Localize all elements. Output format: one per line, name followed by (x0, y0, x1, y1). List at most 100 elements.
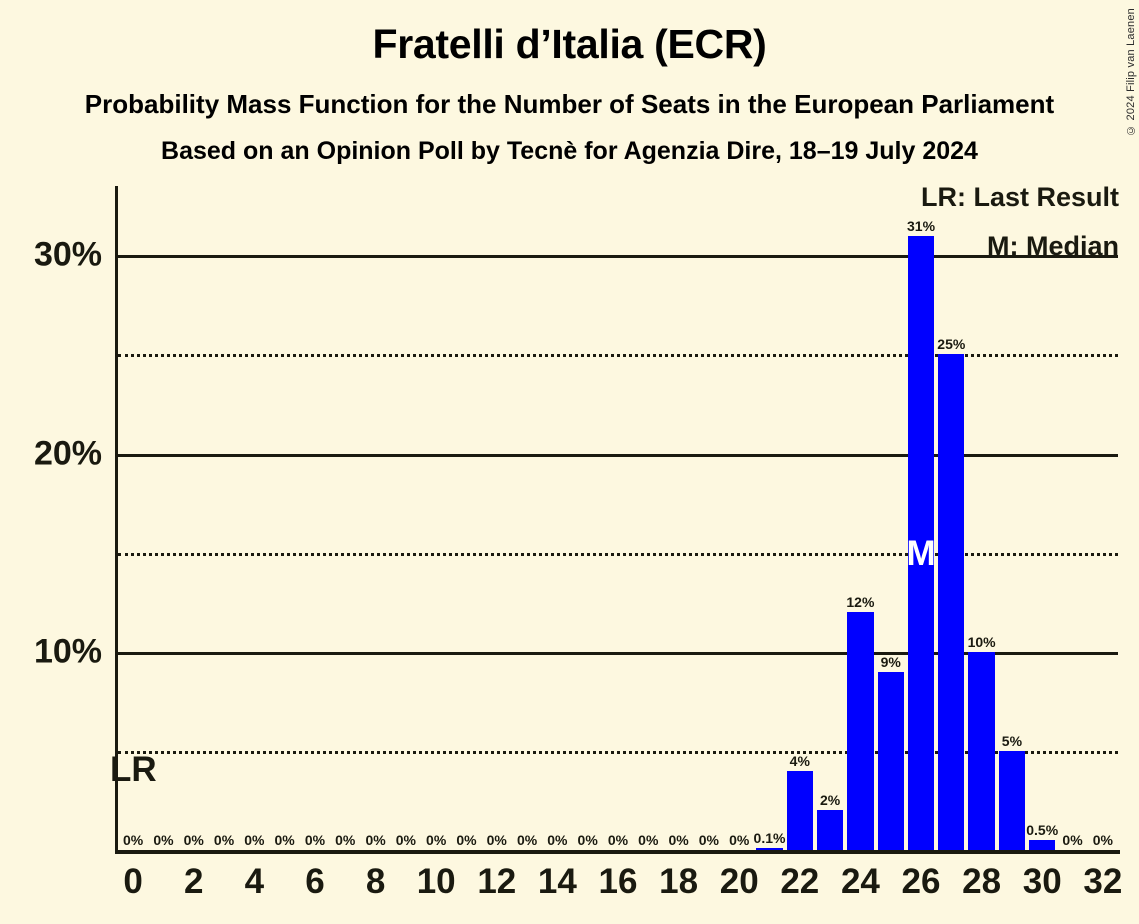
bar-slot[interactable]: 5% (997, 186, 1027, 850)
bar-value-label: 0% (153, 832, 174, 848)
bar-slot[interactable]: 0% (1057, 186, 1087, 850)
x-axis-label-18: 18 (659, 862, 699, 901)
bar-value-label: 0% (577, 832, 598, 848)
bar-slot[interactable]: 0% (542, 186, 572, 850)
bar-slot[interactable]: 0% (148, 186, 178, 850)
x-axis-label-24: 24 (840, 862, 880, 901)
bar-slot[interactable]: 0% (603, 186, 633, 850)
x-axis-tick-labels: 0 2 4 6 8 10 12 14 16 18 20 22 24 26 28 30 32 (118, 862, 1122, 912)
bar-value-label: 0% (365, 832, 386, 848)
bar[interactable] (938, 354, 965, 850)
x-axis-label-26: 26 (901, 862, 941, 901)
bar[interactable] (998, 750, 1026, 850)
gridline-10pct (118, 651, 1118, 655)
bar-slot[interactable]: 9% (876, 186, 906, 850)
bar-value-label: 0% (607, 832, 629, 848)
bar-slot[interactable]: 10% (966, 186, 996, 850)
bar-slot[interactable]: 0% (573, 186, 603, 850)
bar-value-label: 0% (123, 832, 144, 848)
x-axis-label-6: 6 (305, 862, 325, 901)
x-axis-label-8: 8 (365, 862, 386, 901)
y-axis-label-10pct: 10% (33, 632, 102, 671)
gridline-25pct (118, 354, 1118, 358)
bar-value-label: 0% (213, 832, 235, 848)
bar-value-label: 0% (1092, 832, 1113, 848)
bar-slot[interactable]: 0% (512, 186, 542, 850)
bar-value-label: 0% (244, 832, 265, 848)
bar-value-label: 4% (789, 752, 810, 769)
x-axis-label-32: 32 (1083, 862, 1123, 901)
x-axis-label-4: 4 (244, 862, 265, 901)
bar[interactable] (907, 235, 935, 850)
y-axis-label-20pct: 20% (33, 434, 102, 473)
bar-slot[interactable]: 0% (391, 186, 421, 850)
bar-slot[interactable]: 31% M (906, 186, 936, 850)
bar-value-label: 31% (907, 217, 936, 234)
bar-slot[interactable]: 25% (936, 186, 966, 850)
bar[interactable] (816, 810, 844, 850)
page-title: Fratelli d’Italia (ECR) (372, 21, 767, 67)
bar[interactable] (847, 612, 874, 850)
bar-value-label: 2% (819, 792, 841, 809)
bar-value-label: 0.1% (753, 830, 786, 847)
bar-slot[interactable]: 12% (845, 186, 875, 850)
bar-slot[interactable]: 0% (118, 186, 148, 850)
bar-value-label: 0% (335, 832, 356, 848)
bar-value-label: 0% (729, 832, 750, 848)
bar-slot[interactable]: 0% (451, 186, 481, 850)
x-axis-label-30: 30 (1022, 862, 1062, 901)
bar-slot[interactable]: 0% (300, 186, 330, 850)
bar-slot[interactable]: 0% (482, 186, 512, 850)
x-axis-label-10: 10 (416, 862, 456, 901)
bar-slot[interactable]: 0% (239, 186, 269, 850)
bar-value-label: 5% (1001, 732, 1023, 749)
bar-value-label: 0% (395, 832, 416, 848)
bar-value-label: 0% (668, 832, 689, 848)
gridline-15pct (118, 552, 1118, 556)
x-axis-label-12: 12 (477, 862, 517, 901)
bar-value-label: 0% (638, 832, 659, 848)
bar-slot[interactable]: 0% (270, 186, 300, 850)
bar-slot[interactable]: 0% (330, 186, 360, 850)
bar[interactable] (786, 770, 813, 850)
bar-value-label: 12% (846, 594, 875, 611)
y-axis-tick-labels: 10% 20% 30% (0, 186, 112, 850)
bar-slot[interactable]: 0% (179, 186, 209, 850)
plot-area: 0% 0% 0% 0% 0% 0% 0% 0% 0% 0% 0% 0% 0% 0% 0% 0% 0% 0% 0% 0%… (115, 186, 1120, 854)
bar-slot[interactable]: 0.1% (753, 186, 786, 850)
chart-legend: LR: Last Result M: Median (921, 184, 1119, 260)
legend-item-median: M: Median (987, 231, 1119, 261)
bar-value-label: 0% (183, 832, 204, 848)
x-axis-label-16: 16 (598, 862, 638, 901)
bar-value-label: 0% (304, 832, 326, 848)
bar-slot[interactable]: 0% (421, 186, 451, 850)
bar-value-label: 0.5% (1026, 822, 1059, 839)
bar-slot[interactable]: 0% (209, 186, 239, 850)
bar[interactable] (968, 651, 995, 850)
bar[interactable] (756, 848, 783, 850)
bar-value-label: 0% (456, 832, 477, 848)
legend-item-last-result: LR: Last Result (920, 182, 1119, 212)
bar-slot[interactable]: 2% (815, 186, 845, 850)
bar-slot[interactable]: 0% (663, 186, 693, 850)
x-axis-label-28: 28 (962, 862, 1002, 901)
bar-value-label: 0% (486, 832, 507, 848)
bar[interactable] (877, 671, 904, 850)
chart-subtitle: Probability Mass Function for the Number… (84, 89, 1055, 119)
bar-slot[interactable]: 0% (360, 186, 390, 850)
bar-slot[interactable]: 4% (785, 186, 815, 850)
gridline-30pct (118, 255, 1118, 259)
x-axis-label-20: 20 (719, 862, 759, 901)
y-axis-label-30pct: 30% (33, 235, 102, 274)
bar-slot[interactable]: 0% (694, 186, 724, 850)
copyright-notice: © 2024 Filip van Laenen (1125, 8, 1137, 136)
bar-slot[interactable]: 0% (724, 186, 754, 850)
bar-slot[interactable]: 0% (1088, 186, 1118, 850)
bar-slot[interactable]: 0% (633, 186, 663, 850)
bar[interactable] (1029, 840, 1056, 850)
chart-source-subtitle: Based on an Opinion Poll by Tecnè for Ag… (161, 137, 978, 165)
x-axis-label-0: 0 (123, 862, 143, 901)
bar-value-label: 0% (1062, 832, 1083, 848)
bar-slot[interactable]: 0.5% (1026, 186, 1059, 850)
x-axis-line (116, 850, 1120, 854)
